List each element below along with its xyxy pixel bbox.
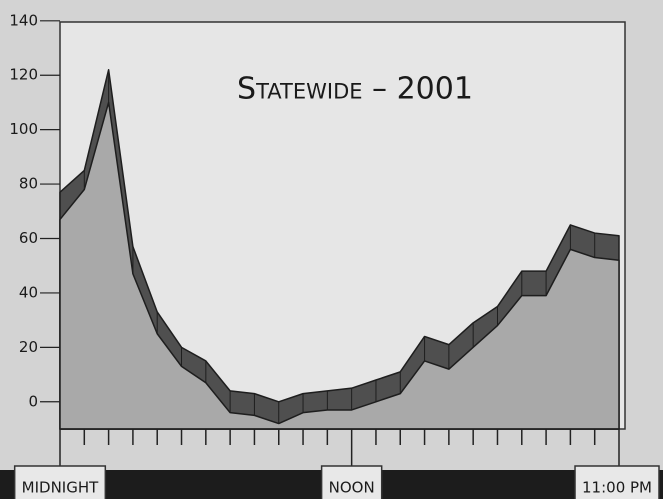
x-tick-label: NOON (329, 479, 375, 497)
y-tick-label: 100 (9, 120, 38, 138)
x-label-box (320, 465, 383, 499)
y-tick-label: 140 (9, 11, 38, 29)
chart-title: Statewide – 2001 (237, 72, 473, 107)
x-label-box (13, 465, 107, 499)
x-tick-label: MIDNIGHT (22, 479, 99, 497)
y-tick-label: 0 (28, 392, 38, 410)
y-tick-label: 60 (19, 229, 38, 247)
x-tick-label: 11:00 PM (582, 479, 652, 497)
y-tick-label: 80 (19, 175, 38, 193)
y-tick-label: 40 (19, 283, 38, 301)
y-tick-label: 120 (9, 66, 38, 84)
x-label-box (574, 465, 660, 499)
area (59, 101, 620, 430)
y-tick-label: 20 (19, 338, 38, 356)
